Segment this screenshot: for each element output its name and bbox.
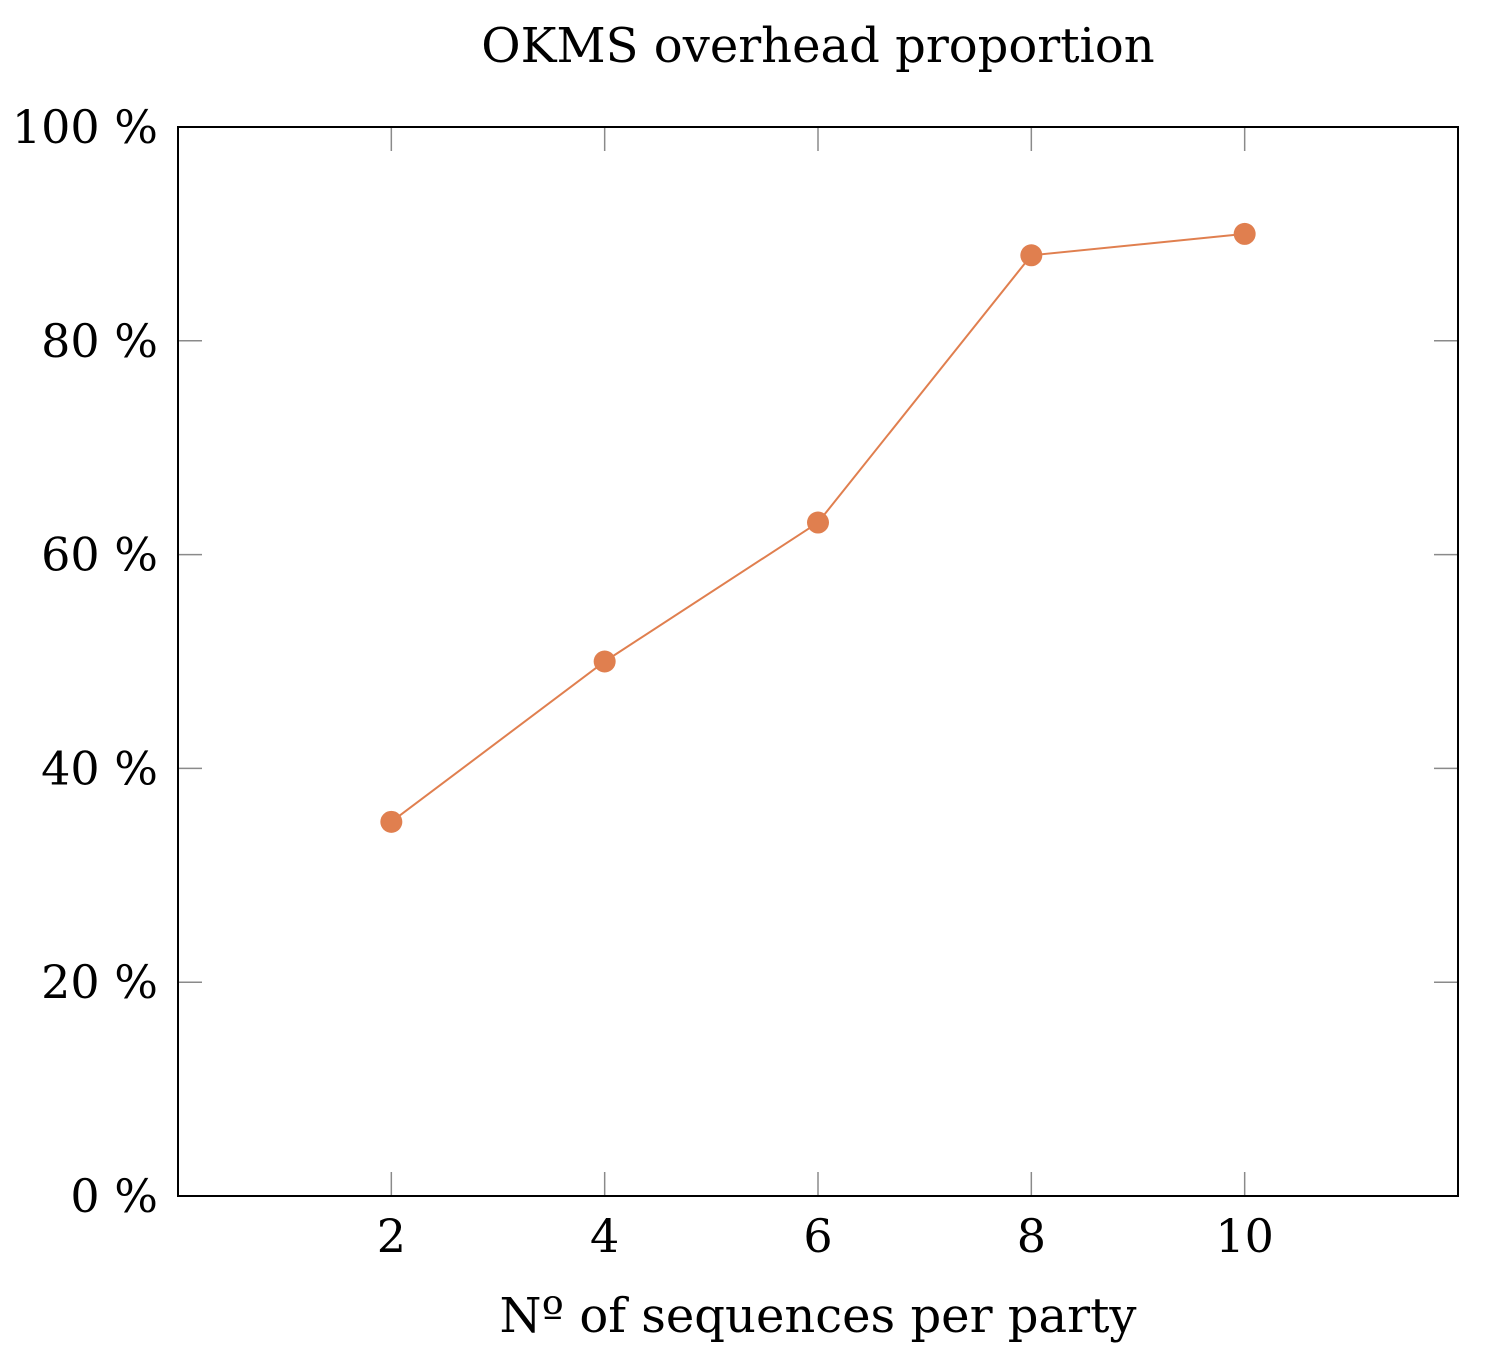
x-tick-label: 2 [377,1209,406,1263]
y-tick-label: 20 % [41,955,158,1009]
x-tick-labels: 2 4 6 8 10 [377,1209,1274,1263]
x-tick-label: 8 [1017,1209,1046,1263]
x-axis-label: Nº of sequences per party [500,1288,1137,1344]
y-tick-label: 0 % [70,1169,158,1223]
y-tick-label: 60 % [41,528,158,582]
data-point [380,810,403,833]
x-tick-label: 6 [803,1209,832,1263]
y-tick-label: 100 % [12,100,158,154]
y-tick-label: 40 % [41,741,158,795]
data-point [807,511,829,534]
data-point [1020,244,1043,267]
axis-ticks [178,126,1458,1197]
y-tick-labels: 0 % 20 % 40 % 60 % 80 % 100 % [12,100,158,1223]
series-group [380,222,1256,833]
x-tick-label: 10 [1215,1209,1274,1263]
data-point [593,650,616,673]
chart-title: OKMS overhead proportion [481,18,1154,74]
plot-frame [177,126,1459,1197]
x-tick-label: 4 [590,1209,619,1263]
y-tick-label: 80 % [41,314,158,368]
data-point [1233,222,1256,245]
